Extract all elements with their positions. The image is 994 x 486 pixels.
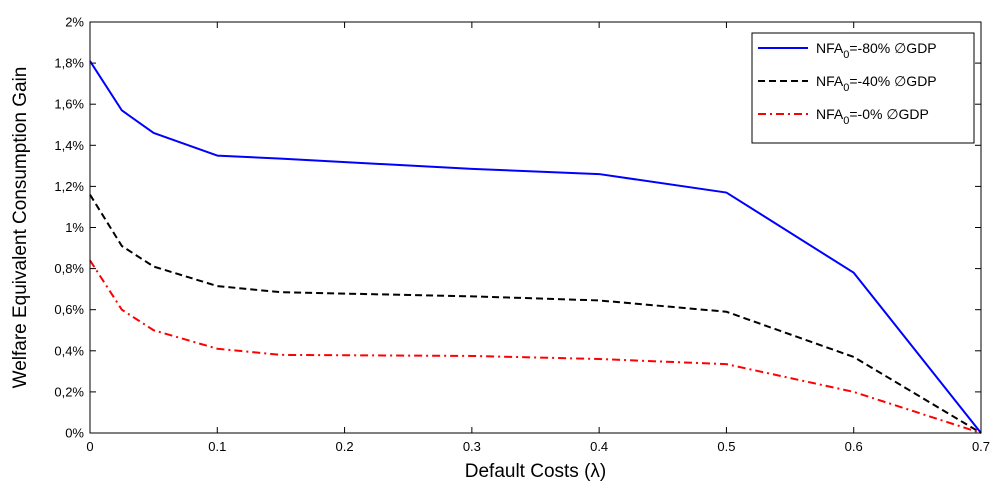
- y-tick-label: 0,4%: [54, 343, 84, 358]
- x-tick-label: 0: [86, 439, 93, 454]
- x-tick-label: 0.1: [208, 439, 226, 454]
- legend-label-3: NFA0=-0% ∅GDP: [816, 106, 929, 127]
- x-tick-label: 0.4: [590, 439, 608, 454]
- y-tick-label: 1,6%: [54, 97, 84, 112]
- y-tick-label: 0,2%: [54, 384, 84, 399]
- legend-label-2: NFA0=-40% ∅GDP: [816, 73, 937, 94]
- plot-frame: [89, 21, 982, 434]
- y-tick-label: 2%: [65, 15, 84, 30]
- x-tick-label: 0.5: [717, 439, 735, 454]
- y-tick-label: 0,8%: [54, 261, 84, 276]
- y-tick-label: 1,8%: [54, 56, 84, 71]
- legend: NFA0=-80% ∅GDP NFA0=-40% ∅GDP NFA0=-0% ∅GD…: [751, 32, 975, 144]
- y-tick-label: 1,2%: [54, 179, 84, 194]
- x-axis-title: Default Costs (λ): [465, 461, 606, 482]
- y-tick-label: 0%: [65, 426, 84, 441]
- legend-label-1: NFA0=-80% ∅GDP: [816, 40, 937, 61]
- x-tick-label: 0.7: [972, 439, 990, 454]
- x-tick-label: 0.6: [845, 439, 863, 454]
- series-line-3: [89, 259, 982, 434]
- y-tick-label: 0,6%: [54, 302, 84, 317]
- y-axis: 0% 0,2% 0,4% 0,6% 0,8% 1% 1,2% 1,4% 1,6% 1,8% 2%: [54, 15, 981, 441]
- x-axis: 0 0.1 0.2 0.3 0.4 0.5 0.6 0.7: [86, 22, 990, 454]
- x-tick-label: 0.2: [336, 439, 354, 454]
- series-line-1: [89, 60, 982, 434]
- x-tick-label: 0.3: [463, 439, 481, 454]
- series-line-2: [89, 194, 982, 434]
- y-tick-label: 1,4%: [54, 138, 84, 153]
- legend-box: [751, 32, 975, 144]
- y-tick-label: 1%: [65, 220, 84, 235]
- y-axis-title: Welfare Equivalent Consumption Gain: [10, 67, 31, 389]
- series-layer: [89, 60, 982, 434]
